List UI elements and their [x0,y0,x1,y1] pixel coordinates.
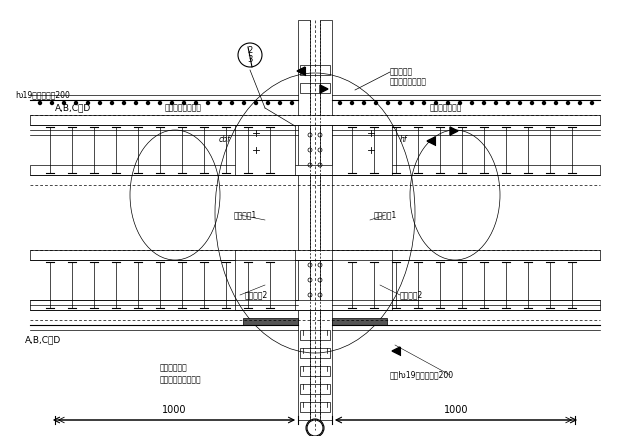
Bar [300,83,330,93]
Circle shape [159,102,161,105]
Text: 1000: 1000 [162,405,186,415]
Bar [235,125,295,175]
Circle shape [98,102,101,105]
Text: 內配ƕ19折筋，间距200: 內配ƕ19折筋，间距200 [390,371,454,379]
Polygon shape [427,137,435,145]
Circle shape [147,102,149,105]
Bar [30,165,600,175]
Bar [300,348,330,358]
Circle shape [255,102,258,105]
Text: 连接键板2: 连接键板2 [400,290,423,300]
Text: 键板界面決定加强筋: 键板界面決定加强筋 [160,375,202,385]
Text: 加劲加密加强筋区: 加劲加密加强筋区 [165,103,202,112]
Bar [30,250,600,260]
Circle shape [471,102,474,105]
Circle shape [447,102,449,105]
Polygon shape [320,85,328,93]
Circle shape [243,102,246,105]
Text: 加强密加区: 加强密加区 [390,68,413,76]
Polygon shape [392,347,400,355]
Bar [332,318,387,325]
Text: cbf: cbf [218,136,230,144]
Circle shape [231,102,234,105]
Bar [235,250,295,310]
Bar [332,125,392,175]
Circle shape [350,102,353,105]
Text: 加劲加强在此处: 加劲加强在此处 [430,103,462,112]
Circle shape [374,102,377,105]
Circle shape [459,102,462,105]
Circle shape [290,102,294,105]
Bar [300,330,330,340]
Circle shape [507,102,510,105]
Circle shape [386,102,389,105]
Text: ƕ19折筋，间距200: ƕ19折筋，间距200 [15,91,70,99]
Text: A,B,C和D: A,B,C和D [25,335,61,344]
Text: 键筋平均分布: 键筋平均分布 [160,364,188,372]
Circle shape [542,102,546,105]
Circle shape [122,102,125,105]
Text: 键板界面決定加强: 键板界面決定加强 [390,78,427,86]
Text: 1000: 1000 [444,405,468,415]
Circle shape [483,102,486,105]
Text: A,B,C和D: A,B,C和D [55,103,91,112]
Circle shape [578,102,581,105]
Bar [332,250,392,310]
Circle shape [362,102,365,105]
Circle shape [74,102,77,105]
Circle shape [566,102,570,105]
Bar [320,20,332,420]
Circle shape [86,102,89,105]
Text: 2: 2 [248,47,253,55]
Circle shape [518,102,522,105]
Circle shape [530,102,534,105]
Circle shape [207,102,210,105]
Circle shape [554,102,558,105]
Bar [243,318,298,325]
Circle shape [219,102,222,105]
Bar [30,300,600,310]
Circle shape [134,102,137,105]
Circle shape [50,102,54,105]
Circle shape [399,102,401,105]
Text: hf: hf [400,136,408,144]
Text: 连接键板2: 连接键板2 [245,290,268,300]
Circle shape [62,102,66,105]
Bar [300,65,330,75]
Text: 3: 3 [248,54,253,64]
Bar [298,20,310,420]
Polygon shape [297,67,305,75]
Circle shape [171,102,173,105]
Bar [300,384,330,394]
Circle shape [38,102,42,105]
Bar [30,115,600,125]
Circle shape [338,102,341,105]
Circle shape [590,102,593,105]
Text: 连接键板1: 连接键板1 [233,211,256,219]
Circle shape [266,102,270,105]
Circle shape [495,102,498,105]
Bar [300,366,330,376]
Circle shape [411,102,413,105]
Bar [300,402,330,412]
Circle shape [195,102,197,105]
Circle shape [423,102,425,105]
Circle shape [278,102,282,105]
Polygon shape [450,127,458,135]
Circle shape [183,102,185,105]
Circle shape [435,102,437,105]
Text: 连接键板1: 连接键板1 [374,211,397,219]
Circle shape [110,102,113,105]
